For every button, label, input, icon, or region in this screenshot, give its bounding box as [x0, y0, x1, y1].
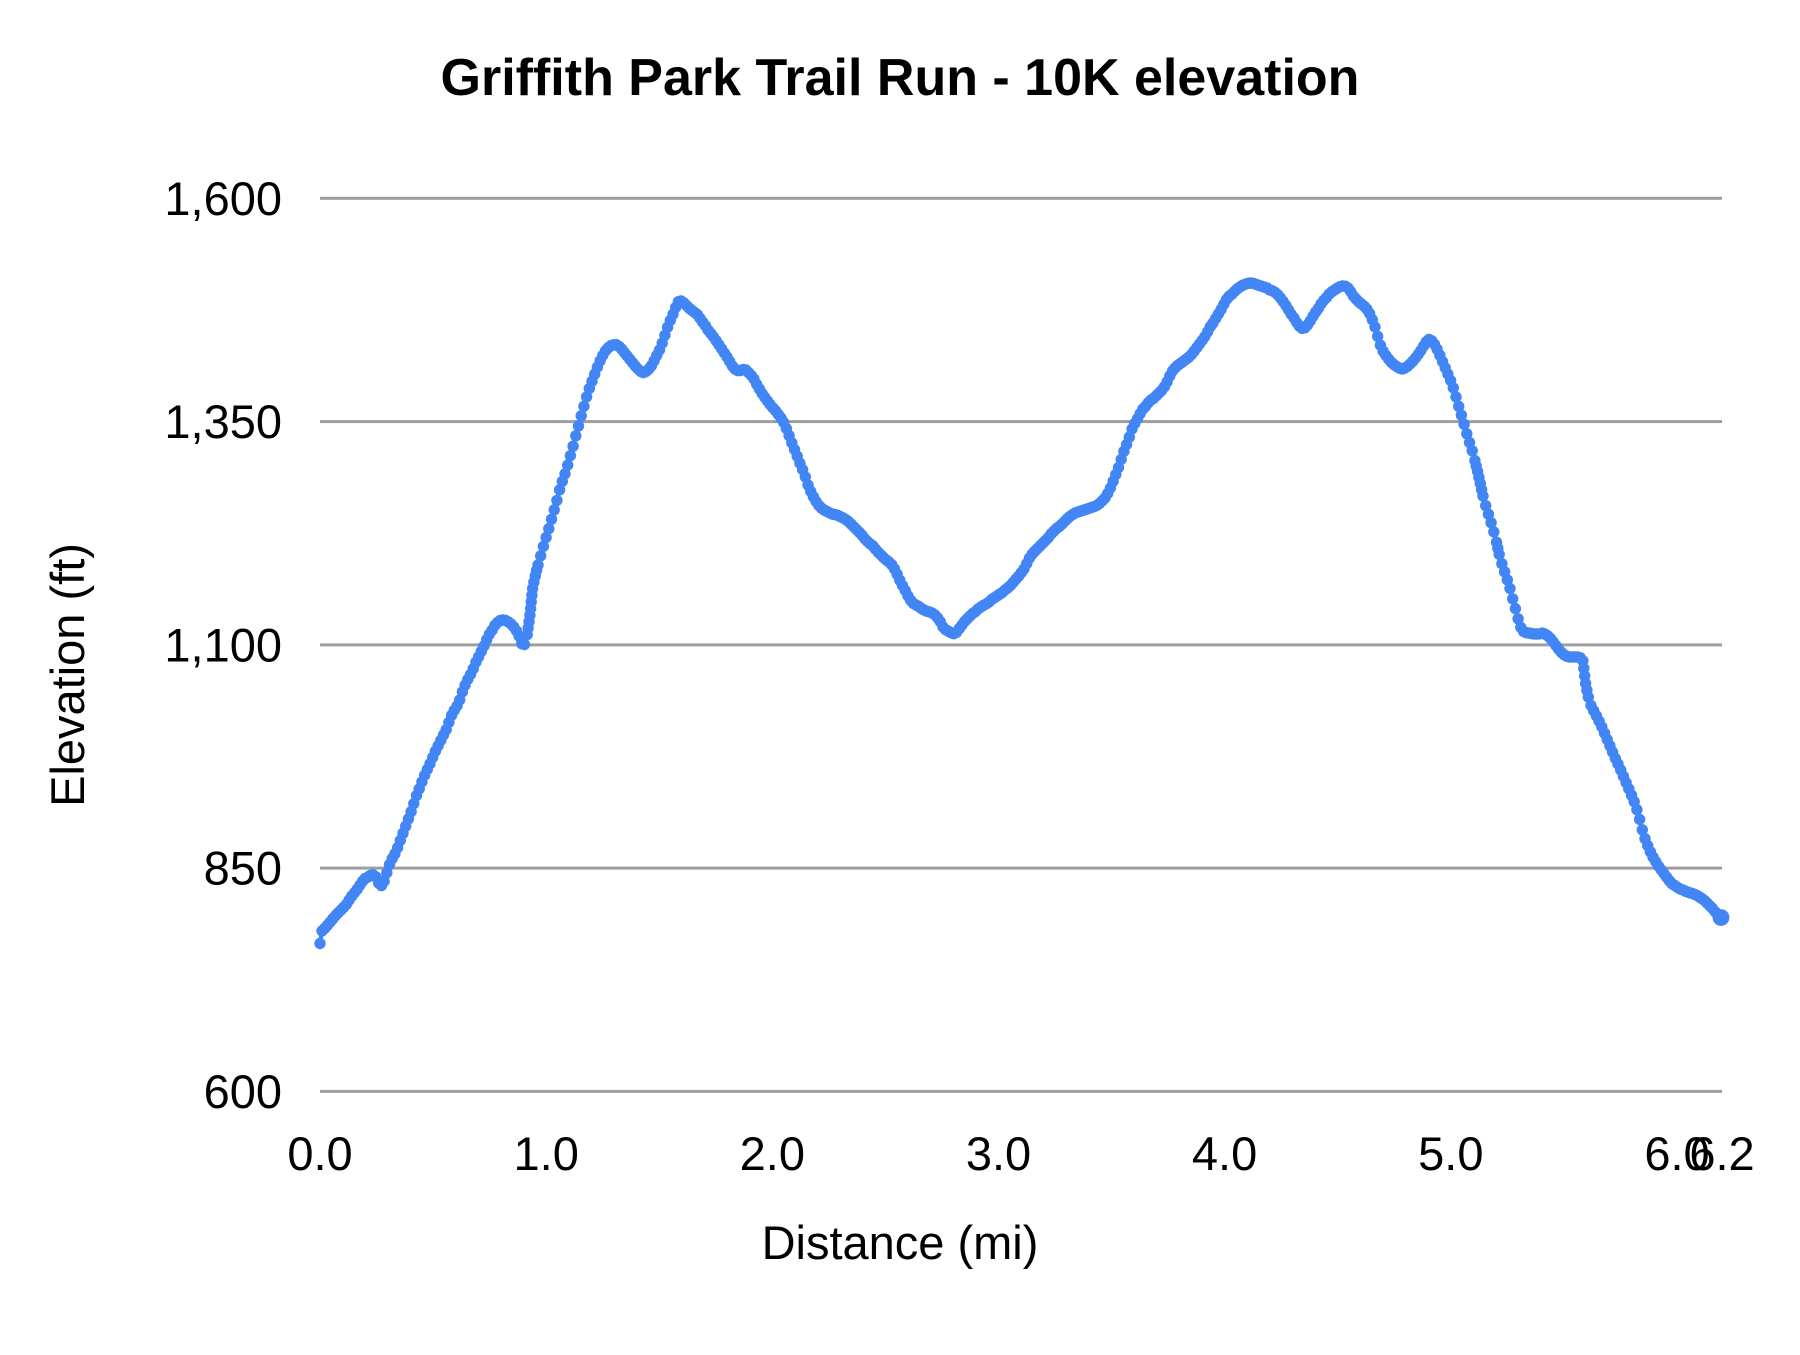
svg-text:1,350: 1,350: [164, 395, 282, 448]
svg-text:Elevation (ft): Elevation (ft): [41, 543, 94, 807]
svg-text:2.0: 2.0: [740, 1127, 805, 1180]
svg-text:6.0: 6.0: [1644, 1127, 1709, 1180]
svg-text:Griffith Park Trail Run - 10K: Griffith Park Trail Run - 10K elevation: [441, 49, 1360, 107]
svg-text:0.0: 0.0: [287, 1127, 352, 1180]
svg-text:850: 850: [204, 842, 282, 895]
svg-text:4.0: 4.0: [1192, 1127, 1257, 1180]
svg-text:1.0: 1.0: [514, 1127, 579, 1180]
svg-text:3.0: 3.0: [966, 1127, 1031, 1180]
svg-text:Distance (mi): Distance (mi): [762, 1216, 1039, 1269]
svg-text:1,600: 1,600: [164, 172, 282, 225]
svg-text:600: 600: [204, 1065, 282, 1118]
svg-text:6.2: 6.2: [1689, 1127, 1754, 1180]
svg-text:1,100: 1,100: [164, 618, 282, 671]
svg-text:5.0: 5.0: [1418, 1127, 1483, 1180]
